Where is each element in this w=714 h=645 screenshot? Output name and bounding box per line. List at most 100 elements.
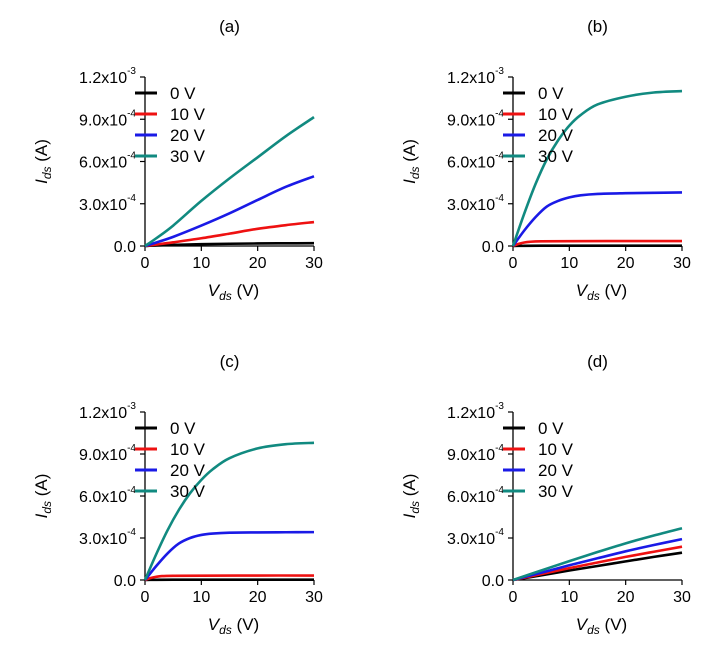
y-tick-exponent: -4 xyxy=(127,443,136,454)
y-tick-label: 3.0x10-4 xyxy=(447,193,504,214)
series-line xyxy=(511,191,683,247)
y-label-subscript: ds xyxy=(408,501,422,514)
y-tick-mantissa: 9.0x10 xyxy=(447,112,495,129)
legend-label: 30 V xyxy=(538,482,574,501)
y-tick-exponent: -3 xyxy=(127,66,136,77)
y-tick-label: 1.2x10-3 xyxy=(79,401,136,422)
series-line xyxy=(144,116,315,248)
y-label-subscript: ds xyxy=(40,166,54,179)
x-tick-label: 0 xyxy=(141,255,150,272)
legend-label: 20 V xyxy=(170,126,206,145)
y-axis-label: Ids (A) xyxy=(400,139,422,184)
series-line xyxy=(144,220,315,248)
x-axis-label: Vds (V) xyxy=(576,615,627,637)
x-tick-label: 0 xyxy=(141,589,150,606)
y-tick-mantissa: 3.0x10 xyxy=(447,531,495,548)
y-label-symbol: I xyxy=(400,179,419,184)
y-tick-exponent: -4 xyxy=(127,527,136,538)
series-line xyxy=(512,239,683,248)
y-tick-label: 9.0x10-4 xyxy=(447,108,504,129)
y-tick-mantissa: 6.0x10 xyxy=(79,489,127,506)
y-tick-label: 0.0 xyxy=(114,573,136,590)
y-tick-mantissa: 3.0x10 xyxy=(447,197,495,214)
y-tick-label: 0.0 xyxy=(114,239,136,256)
y-tick-label: 9.0x10-4 xyxy=(79,443,136,464)
y-tick-exponent: -4 xyxy=(127,108,136,119)
y-tick-mantissa: 0.0 xyxy=(482,239,504,256)
series-line xyxy=(512,526,683,582)
y-tick-label: 1.2x10-3 xyxy=(447,401,504,422)
y-tick-label: 3.0x10-4 xyxy=(79,527,136,548)
y-tick-label: 6.0x10-4 xyxy=(447,485,504,506)
x-tick-label: 30 xyxy=(305,589,323,606)
legend-label: 0 V xyxy=(170,419,196,438)
y-tick-mantissa: 1.2x10 xyxy=(447,70,495,87)
x-tick-label: 10 xyxy=(560,255,578,272)
y-label-unit: (A) xyxy=(400,139,419,166)
legend-label: 30 V xyxy=(538,147,574,166)
y-label-unit: (A) xyxy=(32,139,51,166)
y-tick-label: 9.0x10-4 xyxy=(79,108,136,129)
y-tick-exponent: -3 xyxy=(495,401,504,412)
x-tick-label: 20 xyxy=(617,255,635,272)
y-tick-mantissa: 6.0x10 xyxy=(79,155,127,172)
chart-panel-4: (d)0 10 20 300.03.0x10-46.0x10-49.0x10-41.2… xyxy=(400,352,691,637)
legend-label: 30 V xyxy=(170,482,206,501)
x-tick-label: 20 xyxy=(249,589,267,606)
y-tick-mantissa: 0.0 xyxy=(114,573,136,590)
y-tick-exponent: -4 xyxy=(495,151,504,162)
y-tick-label: 6.0x10-4 xyxy=(447,151,504,172)
chart-panel-1: (a)0 10 20 300.03.0x10-46.0x10-49.0x10-41.2… xyxy=(32,17,323,303)
y-tick-label: 6.0x10-4 xyxy=(79,151,136,172)
chart-panel-3: (c)0 10 20 300.03.0x10-46.0x10-49.0x10-41.2… xyxy=(32,352,323,637)
panel-title: (a) xyxy=(219,17,240,36)
x-label-symbol: V xyxy=(576,281,589,300)
x-tick-label: 0 xyxy=(509,589,518,606)
y-axis-label: Ids (A) xyxy=(400,474,422,519)
legend-label: 10 V xyxy=(538,440,574,459)
x-label-subscript: ds xyxy=(219,623,232,637)
x-tick-label: 30 xyxy=(305,255,323,272)
legend-label: 0 V xyxy=(170,84,196,103)
x-label-unit: (V) xyxy=(232,615,259,634)
series-line xyxy=(144,574,315,582)
y-tick-exponent: -3 xyxy=(127,401,136,412)
legend-label: 30 V xyxy=(170,147,206,166)
y-label-symbol: I xyxy=(32,513,51,518)
y-label-subscript: ds xyxy=(408,166,422,179)
panel-title: (c) xyxy=(220,352,240,371)
series-line xyxy=(143,530,315,581)
x-label-symbol: V xyxy=(576,615,589,634)
legend-label: 0 V xyxy=(538,84,564,103)
y-tick-label: 3.0x10-4 xyxy=(79,193,136,214)
legend-label: 20 V xyxy=(538,461,574,480)
x-label-unit: (V) xyxy=(600,615,627,634)
x-label-symbol: V xyxy=(208,615,221,634)
x-label-symbol: V xyxy=(208,281,221,300)
y-label-symbol: I xyxy=(400,513,419,518)
y-tick-mantissa: 3.0x10 xyxy=(79,531,127,548)
legend-label: 20 V xyxy=(538,126,574,145)
x-tick-label: 20 xyxy=(617,589,635,606)
y-label-symbol: I xyxy=(32,179,51,184)
x-label-subscript: ds xyxy=(219,289,232,303)
y-label-unit: (A) xyxy=(400,474,419,501)
y-tick-mantissa: 9.0x10 xyxy=(79,447,127,464)
x-tick-label: 30 xyxy=(673,589,691,606)
y-axis-label: Ids (A) xyxy=(32,474,54,519)
y-axis-label: Ids (A) xyxy=(32,139,54,184)
legend-label: 10 V xyxy=(538,105,574,124)
y-tick-mantissa: 3.0x10 xyxy=(79,197,127,214)
y-tick-exponent: -4 xyxy=(127,151,136,162)
legend-label: 10 V xyxy=(170,440,206,459)
x-tick-label: 20 xyxy=(249,255,267,272)
y-tick-exponent: -4 xyxy=(495,527,504,538)
y-tick-exponent: -4 xyxy=(495,193,504,204)
y-tick-mantissa: 1.2x10 xyxy=(79,405,127,422)
y-tick-mantissa: 0.0 xyxy=(114,239,136,256)
series-line xyxy=(511,89,683,247)
legend-label: 10 V xyxy=(170,105,206,124)
y-tick-mantissa: 9.0x10 xyxy=(79,112,127,129)
y-tick-label: 3.0x10-4 xyxy=(447,527,504,548)
